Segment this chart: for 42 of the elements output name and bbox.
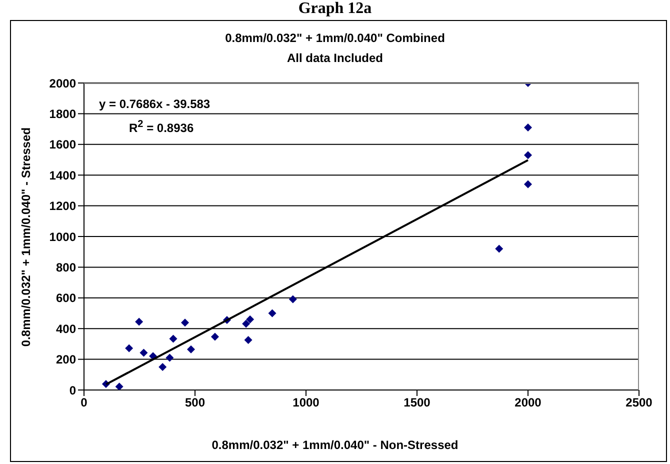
point [140,348,148,357]
annotation: R$^{2}$ = 0.8936 [129,119,194,135]
point [268,309,276,318]
point [181,318,190,327]
point [288,295,297,304]
x-tick-label: 2500 [626,396,653,410]
point [524,151,532,160]
point [187,345,196,354]
point [166,354,174,362]
point [246,315,254,324]
x-tick-label: 0 [80,396,88,410]
chart-title: Graph 12a [297,0,373,18]
point [115,382,124,390]
point [244,336,252,344]
y-tick-label: 1000 [49,230,76,244]
point [242,320,250,328]
point [158,362,167,371]
y-tick-label: 800 [56,260,76,274]
point [495,244,504,253]
point [524,180,532,188]
point [169,334,178,343]
y-tick-label: 600 [56,291,76,306]
y-tick-label: 1600 [49,138,76,152]
chart-subtitle: 0.8mm/0.032" + 1mm/0.040" Combined All data Included [224,30,446,67]
x-tick-label: 2000 [514,396,542,410]
annotation: y = 0.7686x - 39.583 [99,97,210,111]
point [210,332,219,341]
y-tick-label: 1800 [49,106,76,121]
x-tick-label: 1500 [404,396,431,410]
point [524,124,532,132]
y-tick-label: 2000 [49,76,76,90]
x-tick-label: 500 [184,396,206,410]
point [135,318,144,326]
x-tick-label: 1000 [292,396,320,410]
y-tick-label: 1400 [49,168,76,182]
y-tick-label: 1200 [49,199,76,214]
y-tick-label: 0 [69,383,76,398]
x-axis-title: 0.8mm/0.032" + 1mm/0.040" - Non-Stressed [210,438,460,452]
y-tick-label: 400 [56,322,76,336]
y-axis-title: 0.8mm/0.032" + 1mm/0.040" - Stressed [19,126,33,346]
point [125,344,134,352]
y-tick-label: 200 [56,352,76,367]
